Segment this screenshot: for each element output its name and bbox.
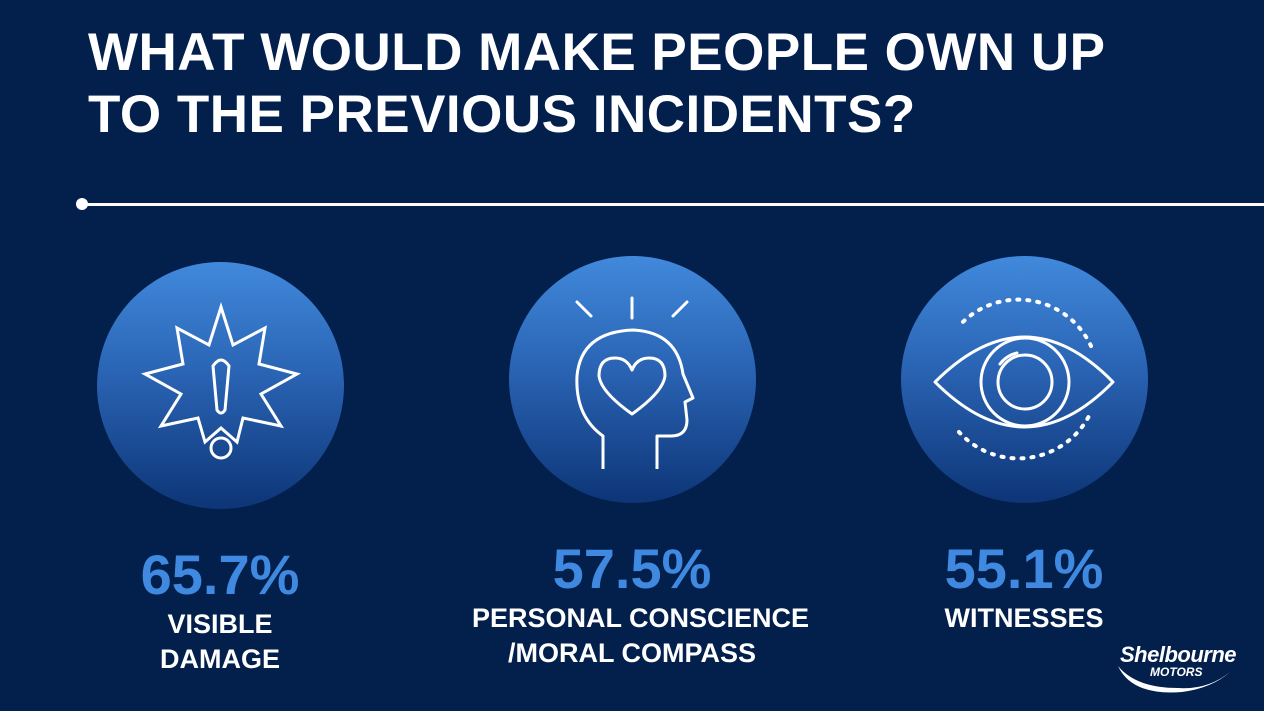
stat-value: 65.7% — [140, 543, 300, 606]
icon-circle — [96, 262, 344, 509]
page-title: WHAT WOULD MAKE PEOPLE OWN UP TO THE PRE… — [88, 22, 1208, 146]
logo-brand-text: Shelbourne — [1120, 642, 1237, 667]
stat-label-line-1: WITNESSES — [944, 603, 1104, 633]
stat-label: PERSONAL CONSCIENCE /MORAL COMPASS — [472, 601, 810, 671]
stat-label: VISIBLE DAMAGE — [60, 607, 380, 677]
warning-burst-icon — [140, 302, 301, 460]
stat-label-line-1: PERSONAL CONSCIENCE — [472, 603, 810, 633]
stat-label: WITNESSES — [864, 601, 1184, 636]
logo-swoosh — [1118, 666, 1230, 693]
title-line-1: WHAT WOULD MAKE PEOPLE OWN UP — [88, 23, 1106, 82]
title-line-2: TO THE PREVIOUS INCIDENTS? — [88, 85, 916, 144]
stat-personal-conscience: 57.5% PERSONAL CONSCIENCE /MORAL COMPASS — [472, 256, 810, 671]
divider-dot — [76, 198, 88, 210]
divider-line — [82, 203, 1264, 206]
stat-visible-damage: 65.7% VISIBLE DAMAGE — [60, 262, 380, 677]
icon-circle — [508, 256, 756, 503]
stat-value: 57.5% — [552, 537, 712, 600]
logo-sub-text: MOTORS — [1150, 665, 1203, 679]
stat-label-line-1: VISIBLE — [167, 609, 273, 639]
eye-icon — [933, 297, 1114, 461]
head-heart-icon — [574, 296, 694, 469]
stat-label-line-2: /MORAL COMPASS — [507, 638, 756, 668]
stat-label-line-2: DAMAGE — [160, 644, 280, 674]
icon-circle — [900, 256, 1148, 503]
brand-logo: Shelbourne MOTORS — [1112, 638, 1244, 698]
stat-witnesses: 55.1% WITNESSES — [864, 256, 1184, 636]
stat-value: 55.1% — [944, 537, 1104, 600]
